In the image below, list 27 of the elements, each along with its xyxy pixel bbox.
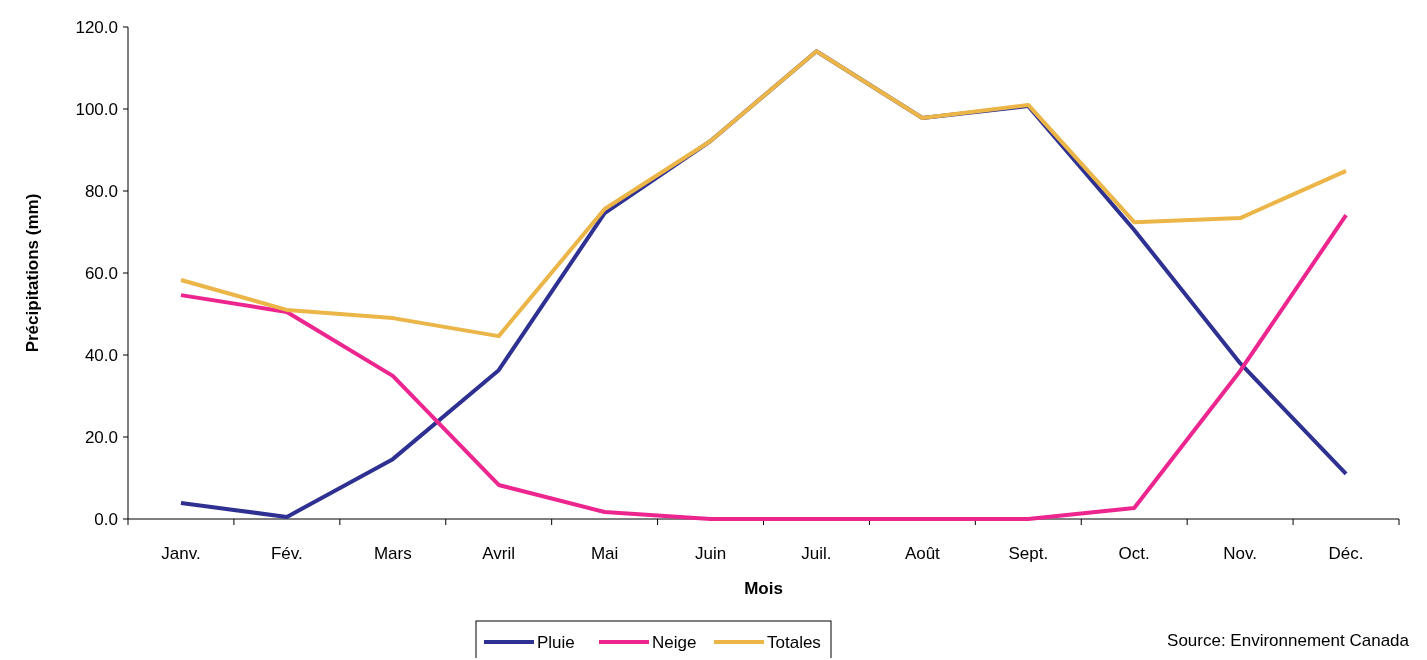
- x-tick-label: Août: [904, 544, 941, 563]
- y-tick-label: 80.0: [84, 181, 118, 201]
- y-tick-label: 0.0: [94, 509, 118, 529]
- x-tick-label: Juil.: [801, 544, 832, 563]
- y-tick-label: 40.0: [84, 345, 118, 365]
- line-series: [178, 49, 1349, 339]
- y-tick-label: 60.0: [84, 263, 118, 283]
- legend-label: Totales: [767, 632, 821, 652]
- x-tick-label: Fév.: [270, 544, 303, 563]
- source-note: Source: Environnement Canada: [1167, 631, 1410, 650]
- x-axis-title: Mois: [744, 579, 783, 598]
- x-tick-label: Juin: [694, 544, 727, 563]
- legend-label: Neige: [652, 632, 697, 652]
- y-tick-label: 20.0: [84, 427, 118, 447]
- x-tick-label: Sept.: [1008, 544, 1049, 563]
- y-tick-label: 100.0: [75, 99, 118, 119]
- line-series: [178, 213, 1349, 521]
- x-tick-label: Avril: [482, 544, 516, 563]
- x-tick-label: Mars: [373, 544, 412, 563]
- x-tick-label: Mai: [590, 544, 619, 563]
- legend-label: Pluie: [537, 632, 575, 652]
- x-tick-label: Oct.: [1118, 544, 1150, 563]
- x-tick-label: Nov.: [1223, 544, 1257, 563]
- x-tick-label: Déc.: [1328, 544, 1364, 563]
- y-axis-title: Précipitations (mm): [23, 193, 42, 353]
- y-tick-label: 120.0: [75, 17, 118, 37]
- x-tick-label: Janv.: [161, 544, 201, 563]
